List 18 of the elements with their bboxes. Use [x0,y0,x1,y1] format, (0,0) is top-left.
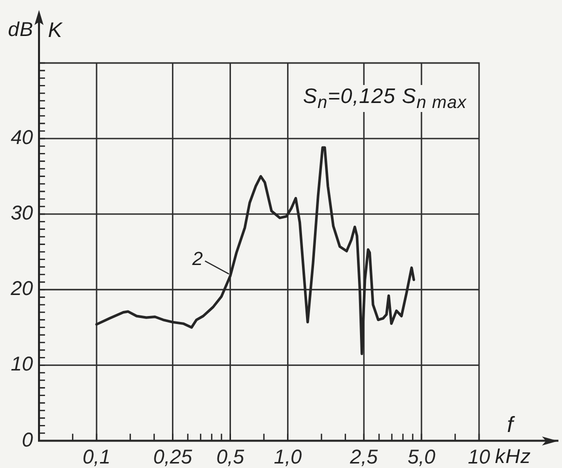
text: kHz [495,446,531,468]
annotation: S$_{n}$=0,125 S$_{n max}$ [301,85,469,112]
x-tick-label: 10 [468,446,490,468]
y-tick-label: 40 [10,127,33,150]
x-tick-label: 5,0 [408,446,436,468]
y-tick-label: 10 [10,354,33,376]
x-tick-label: 0,5 [216,446,246,468]
y-tick-label: 0 [22,429,33,452]
y-tick-label: 30 [10,202,33,225]
annotation: 2 [192,249,204,271]
x-tick-label: 0,1 [82,446,110,468]
text: dB [8,19,34,41]
x-tick-label: 1,0 [274,446,302,468]
y-axis-title: K [48,18,63,42]
y-tick-label: 20 [10,278,33,300]
x-tick-label: 2,5 [349,446,379,468]
x-axis-title: f [507,412,514,437]
x-tick-label: 0,25 [153,446,194,468]
